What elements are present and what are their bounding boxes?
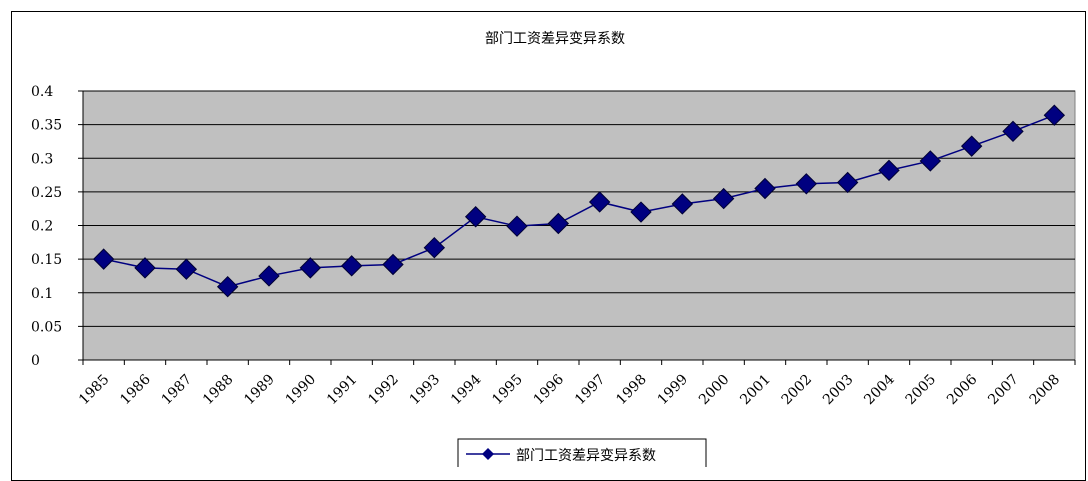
legend-box xyxy=(457,438,707,467)
y-axis: 0 0.05 0.1 0.15 0.2 0.25 0.3 0.35 0.4 xyxy=(31,84,84,369)
x-tick-label: 1988 xyxy=(200,372,237,409)
y-tick-label: 0.25 xyxy=(31,185,62,201)
y-tick-label: 0.3 xyxy=(31,151,53,167)
data-point-marker xyxy=(588,191,611,213)
data-point-marker xyxy=(960,135,983,157)
x-tick-label: 1999 xyxy=(655,372,692,409)
x-tick-label: 2000 xyxy=(696,372,733,409)
data-point-marker xyxy=(299,257,322,279)
data-point-marker xyxy=(216,275,239,298)
x-tick-label: 2003 xyxy=(820,372,857,409)
x-tick-label: 1986 xyxy=(117,371,154,408)
x-tick-label: 2004 xyxy=(861,371,898,408)
data-point-marker xyxy=(382,253,404,276)
legend-label: 部门工资差异变异系数 xyxy=(516,448,656,464)
data-point-marker xyxy=(1043,104,1066,126)
x-axis: 1985 1986 1987 1988 1989 1990 1991 1992 1993 1994… xyxy=(76,359,1076,409)
data-point-marker xyxy=(919,150,942,172)
legend: 部门工资差异变异系数 xyxy=(457,438,707,467)
x-tick-label: 1996 xyxy=(531,371,568,408)
x-tick-label: 1993 xyxy=(407,372,444,409)
data-point-marker xyxy=(795,173,818,195)
gridlines xyxy=(83,90,1075,327)
data-point-marker xyxy=(134,257,156,279)
chart-title: 部门工资差异变异系数 xyxy=(485,31,625,47)
x-tick-label: 2007 xyxy=(985,372,1022,409)
y-tick-label: 0.4 xyxy=(31,84,53,100)
data-point-marker xyxy=(754,177,776,200)
y-tick-label: 0 xyxy=(31,353,40,369)
x-tick-label: 1987 xyxy=(159,372,196,409)
data-point-marker xyxy=(464,206,487,228)
data-point-marker xyxy=(836,171,859,194)
data-point-marker xyxy=(175,258,198,280)
x-tick-label: 1992 xyxy=(365,372,402,409)
y-tick-label: 0.1 xyxy=(31,286,53,302)
x-tick-label: 1994 xyxy=(448,371,485,408)
data-point-marker xyxy=(92,248,115,270)
data-point-marker xyxy=(423,236,446,259)
x-tick-label: 1997 xyxy=(572,372,609,409)
data-point-marker xyxy=(547,212,570,235)
line-chart: 部门工资差异变异系数 0 0.05 0.1 0.15 0.2 0.25 0.3 0.35 0.4… xyxy=(31,31,1076,467)
x-tick-label: 2001 xyxy=(737,372,774,409)
x-tick-label: 2006 xyxy=(944,371,981,408)
data-point-marker xyxy=(671,193,694,215)
series-markers xyxy=(92,104,1066,298)
legend-diamond-icon xyxy=(482,448,494,460)
x-tick-label: 1989 xyxy=(241,372,278,409)
data-point-marker xyxy=(878,159,900,182)
data-point-marker xyxy=(712,187,735,210)
data-point-marker xyxy=(1002,120,1024,143)
y-tick-label: 0.2 xyxy=(31,219,53,235)
x-tick-label: 2002 xyxy=(779,372,816,409)
x-tick-label: 2005 xyxy=(903,372,940,409)
y-tick-label: 0.35 xyxy=(31,118,62,134)
x-tick-label: 1991 xyxy=(324,372,361,409)
data-point-marker xyxy=(506,215,528,237)
x-tick-label: 1998 xyxy=(613,372,650,409)
data-point-marker xyxy=(258,265,280,287)
x-tick-label: 1990 xyxy=(283,372,320,409)
x-tick-label: 1995 xyxy=(489,372,526,409)
data-point-marker xyxy=(630,201,652,223)
x-tick-label: 2008 xyxy=(1027,372,1064,409)
x-tick-label: 1985 xyxy=(76,372,113,409)
y-tick-label: 0.15 xyxy=(31,252,62,268)
y-tick-label: 0.05 xyxy=(31,319,62,335)
data-point-marker xyxy=(340,255,363,277)
